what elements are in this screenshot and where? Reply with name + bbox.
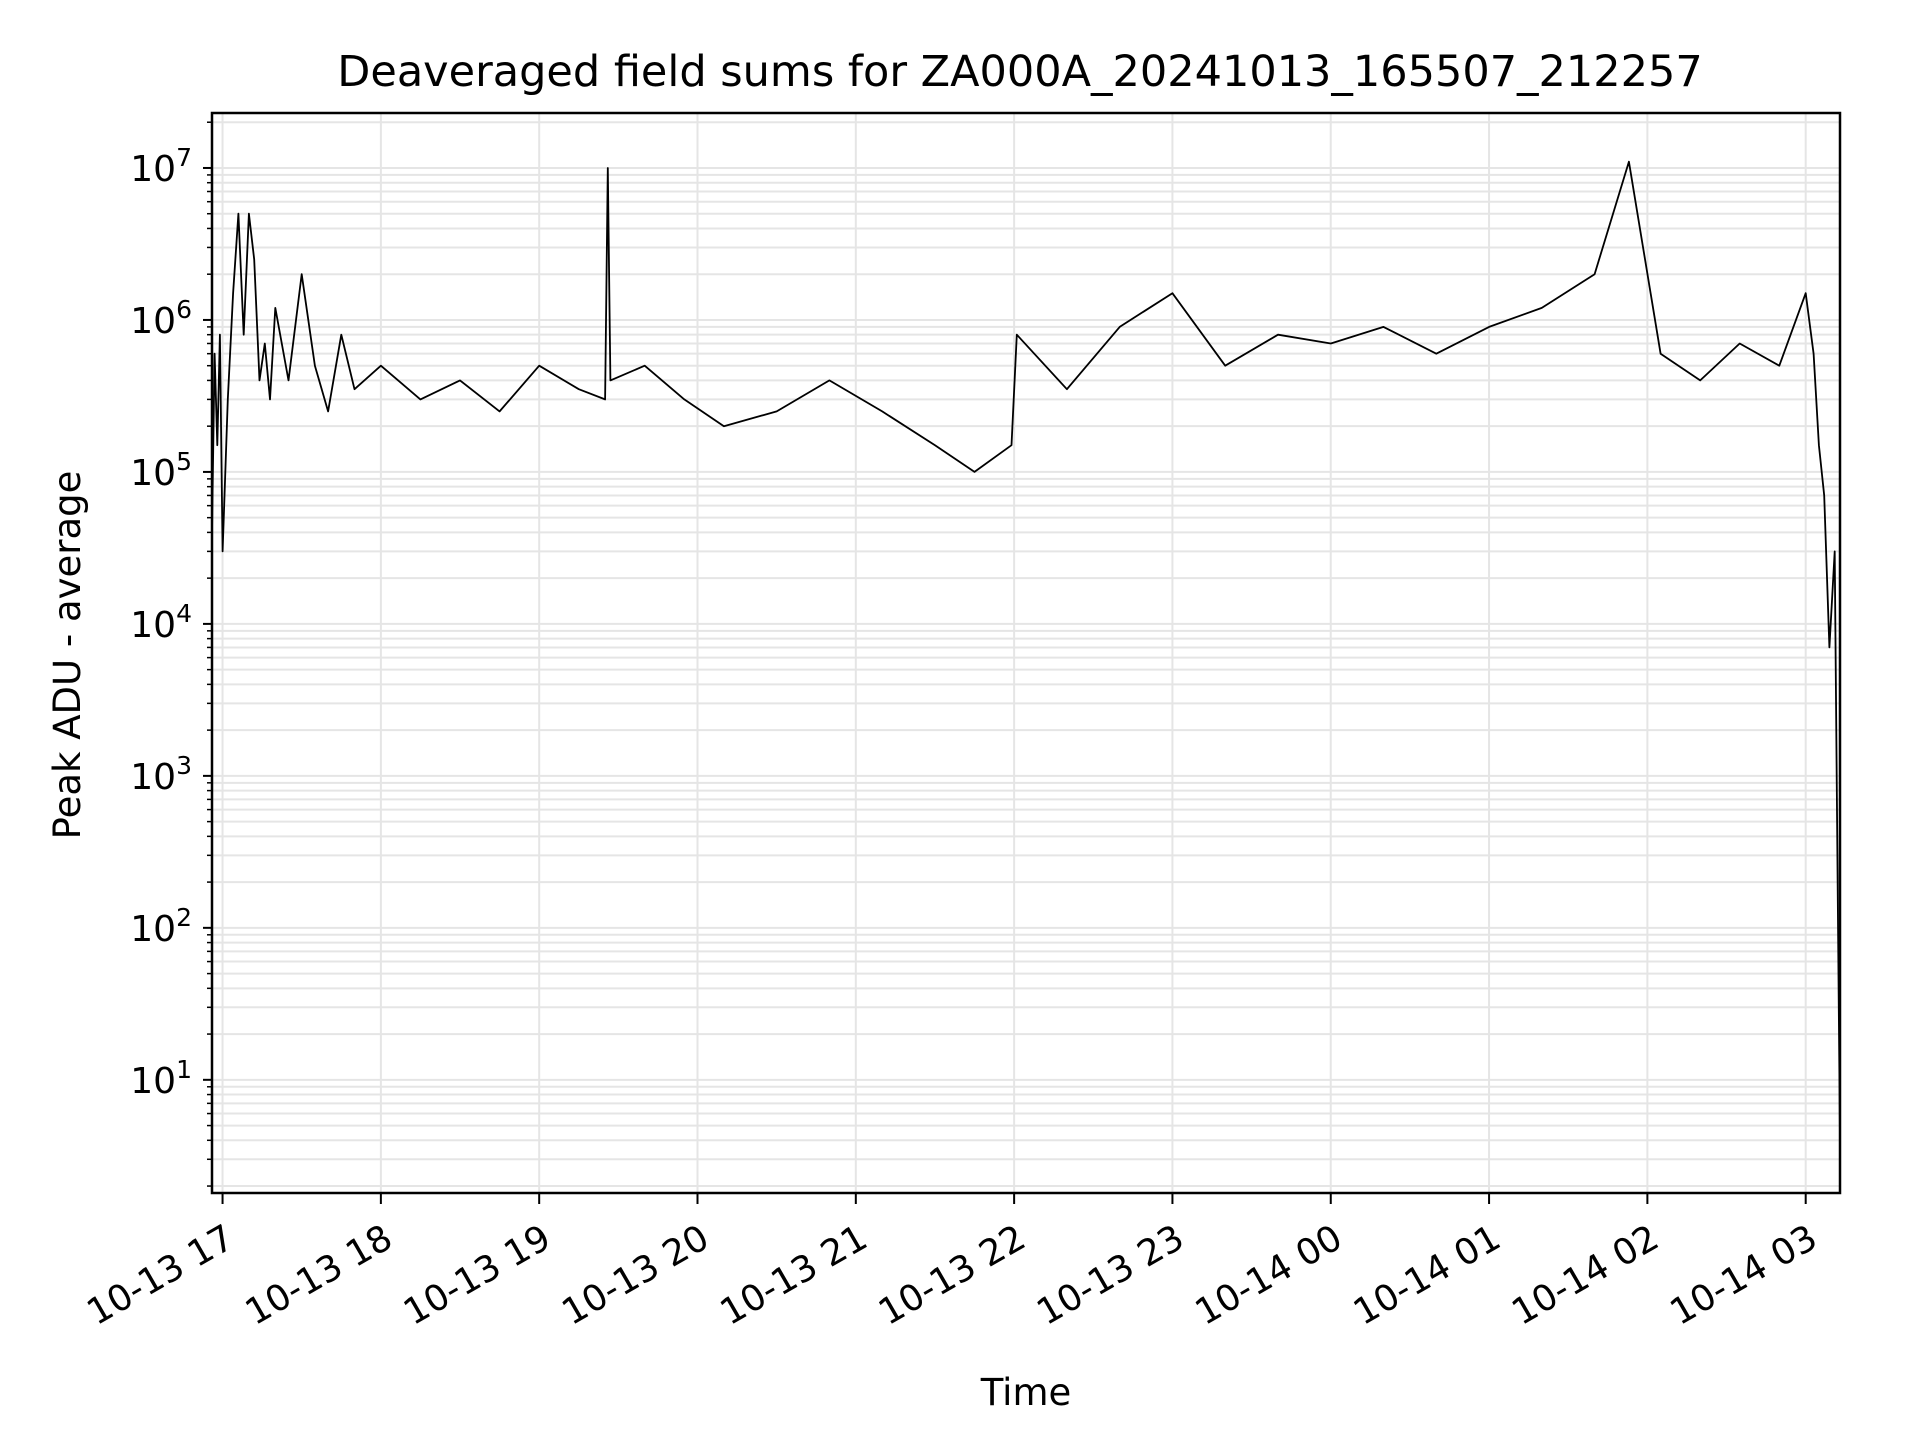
y-tick-base: 10 bbox=[130, 757, 176, 798]
x-tick-label: 10-13 23 bbox=[1030, 1217, 1191, 1333]
y-tick-label: 103 bbox=[130, 751, 192, 798]
x-tick-label: 10-14 02 bbox=[1505, 1217, 1666, 1333]
y-tick-exponent: 1 bbox=[176, 1055, 192, 1084]
x-tick-label: 10-13 17 bbox=[80, 1217, 241, 1333]
y-tick-base: 10 bbox=[130, 301, 176, 342]
y-tick-exponent: 6 bbox=[176, 295, 192, 324]
x-tick-label: 10-13 21 bbox=[714, 1217, 875, 1333]
axis-ticks bbox=[203, 121, 1807, 1204]
x-tick-label: 10-14 03 bbox=[1664, 1217, 1825, 1333]
x-tick-label: 10-13 19 bbox=[397, 1217, 558, 1333]
y-tick-exponent: 2 bbox=[176, 903, 192, 932]
series-line bbox=[211, 160, 1841, 1141]
y-tick-base: 10 bbox=[130, 453, 176, 494]
y-tick-base: 10 bbox=[130, 605, 176, 646]
y-tick-base: 10 bbox=[130, 1061, 176, 1102]
y-tick-exponent: 3 bbox=[176, 751, 192, 780]
y-tick-label: 106 bbox=[130, 295, 192, 342]
y-tick-base: 10 bbox=[130, 909, 176, 950]
x-tick-label: 10-14 01 bbox=[1347, 1217, 1508, 1333]
y-tick-label: 101 bbox=[130, 1055, 192, 1102]
y-axis-label: Peak ADU - average bbox=[46, 471, 89, 840]
x-tick-label: 10-13 18 bbox=[239, 1217, 400, 1333]
x-axis-label: Time bbox=[980, 1371, 1072, 1414]
y-tick-label: 105 bbox=[130, 447, 192, 494]
y-tick-exponent: 4 bbox=[176, 599, 192, 628]
grid bbox=[212, 113, 1840, 1193]
y-tick-base: 10 bbox=[130, 149, 176, 190]
x-tick-label: 10-13 22 bbox=[872, 1217, 1033, 1333]
data-series bbox=[211, 160, 1841, 1141]
chart-title: Deaveraged field sums for ZA000A_2024101… bbox=[337, 47, 1702, 97]
y-tick-label: 107 bbox=[130, 143, 192, 190]
x-tick-label: 10-13 20 bbox=[555, 1217, 716, 1333]
y-tick-exponent: 5 bbox=[176, 447, 192, 476]
x-tick-label: 10-14 00 bbox=[1189, 1217, 1350, 1333]
y-tick-label: 104 bbox=[130, 599, 192, 646]
plot-frame bbox=[210, 111, 1842, 1195]
y-tick-exponent: 7 bbox=[176, 143, 192, 172]
y-tick-label: 102 bbox=[130, 903, 192, 950]
